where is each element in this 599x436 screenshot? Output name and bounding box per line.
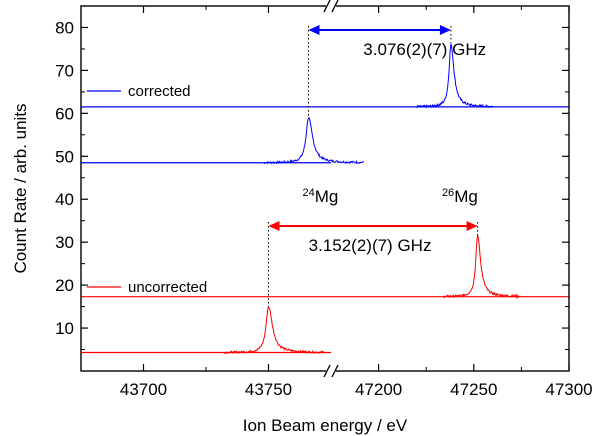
legend-corrected-label: corrected: [128, 83, 191, 100]
series-corrected: [81, 43, 569, 165]
uncorrected-splitting-arrow: [268, 221, 479, 307]
y-tick-label: 70: [55, 61, 74, 80]
axis-break-mark: [323, 364, 331, 378]
corrected-splitting-arrow: [308, 25, 452, 118]
x-tick-label: 47200: [355, 380, 402, 399]
y-tick-label: 30: [55, 233, 74, 252]
y-tick-label: 10: [55, 319, 74, 338]
series-uncorrected: [81, 234, 569, 355]
arrow-head-right: [466, 221, 478, 231]
isotope-label-26mg: 26Mg: [442, 187, 478, 206]
isotope-24-mass: 24: [303, 187, 315, 199]
isotope-26-mass: 26: [442, 187, 454, 199]
axis-break-mark: [323, 0, 331, 13]
x-tick-label: 43700: [120, 380, 167, 399]
x-tick-label: 47250: [450, 380, 497, 399]
isotope-24-element: Mg: [315, 187, 339, 206]
y-tick-label: 60: [55, 104, 74, 123]
peak-24mg: [263, 117, 364, 165]
peak-26mg: [416, 43, 493, 109]
arrow-head-left: [308, 25, 320, 35]
arrow-head-right: [439, 25, 451, 35]
axis-break-gap: [326, 367, 336, 375]
legend-corrected: corrected: [87, 83, 191, 100]
x-axis-label: Ion Beam energy / eV: [243, 416, 408, 435]
y-tick-label: 50: [55, 147, 74, 166]
peak-26mg: [443, 234, 520, 299]
x-tick-label: 43750: [245, 380, 292, 399]
legend-uncorrected: uncorrected: [87, 279, 207, 296]
axis-layer: 10 20 30 40 50 60 70 80 43700 43750 47200 47250 4730…: [55, 0, 593, 399]
axis-break-gap: [326, 2, 336, 10]
y-tick-label: 80: [55, 18, 74, 37]
legend-uncorrected-label: uncorrected: [128, 279, 207, 296]
axis-break-mark: [331, 0, 339, 13]
uncorrected-splitting-label: 3.152(2)(7) GHz: [309, 236, 432, 255]
corrected-splitting-label: 3.076(2)(7) GHz: [363, 40, 486, 59]
isotope-26-element: Mg: [454, 187, 478, 206]
peak-24mg: [223, 305, 324, 355]
y-tick-label: 20: [55, 276, 74, 295]
arrow-head-left: [268, 221, 280, 231]
y-axis-label: Count Rate / arb. units: [11, 103, 30, 273]
plot-frame: [80, 5, 570, 372]
axis-break-mark: [331, 364, 339, 378]
isotope-label-24mg: 24Mg: [303, 187, 339, 206]
y-tick-label: 40: [55, 190, 74, 209]
x-tick-label: 47300: [545, 380, 592, 399]
series-layer: [81, 43, 569, 355]
annotation-layer: [268, 25, 479, 307]
